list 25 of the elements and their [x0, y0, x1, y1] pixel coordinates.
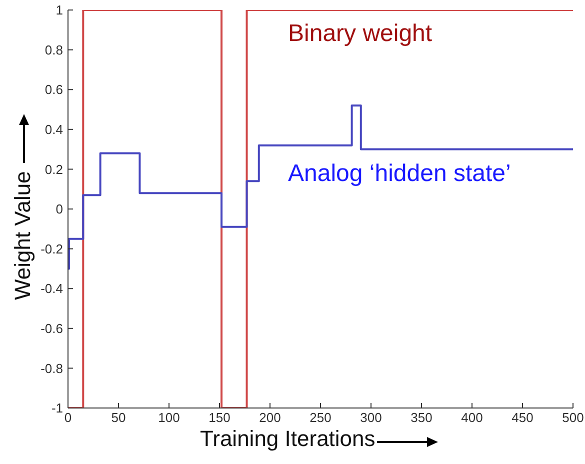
x-tick-label: 50 [111, 410, 126, 426]
x-axis-title: Training Iterations [200, 426, 376, 452]
x-tick-label: 250 [310, 410, 332, 426]
y-tick-label: -0.4 [40, 281, 63, 296]
y-tick-label: 0.4 [44, 122, 63, 138]
y-tick-label: 0 [56, 202, 63, 217]
x-tick-label: 150 [208, 410, 230, 426]
x-tick-label: 100 [158, 410, 180, 426]
y-tick-label: -0.8 [40, 360, 63, 376]
y-tick-label: -1 [51, 400, 63, 416]
x-tick-label: 450 [512, 410, 534, 426]
y-tick-label: 1 [56, 2, 63, 18]
y-tick-label: 0.6 [44, 82, 63, 98]
x-tick-label: 350 [410, 410, 432, 426]
y-tick-label: 0.2 [44, 162, 63, 177]
x-tick-label: 400 [461, 410, 483, 426]
x-tick-label: 300 [360, 410, 382, 426]
y-axis-title: Weight Value [10, 171, 36, 300]
y-tick-label: -0.2 [40, 241, 63, 256]
series-label: Analog ‘hidden state’ [288, 160, 511, 188]
y-tick-label: 0.8 [44, 42, 63, 58]
x-tick-label: 500 [562, 410, 584, 426]
series-label: Binary weight [288, 20, 432, 48]
y-tick-label: -0.6 [40, 321, 63, 336]
x-tick-label: 200 [259, 410, 281, 426]
